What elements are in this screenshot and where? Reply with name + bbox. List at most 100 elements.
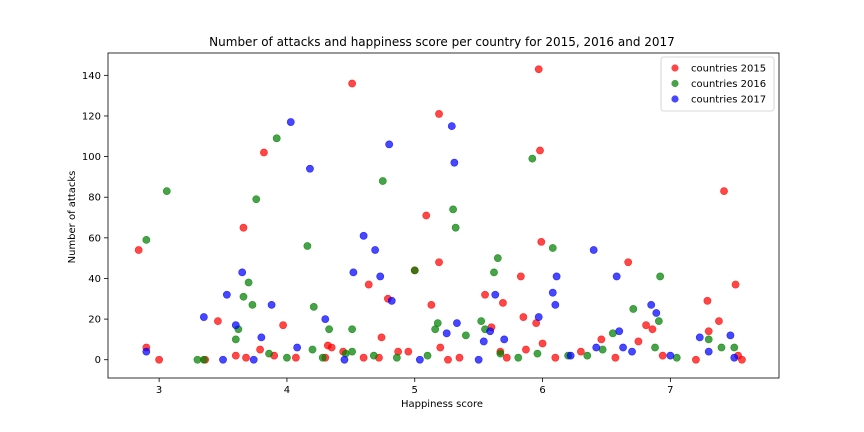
data-point-series-3 xyxy=(359,231,368,240)
plot-frame xyxy=(107,52,780,379)
data-point-series-2 xyxy=(583,351,592,360)
data-point-series-1 xyxy=(436,343,445,352)
y-tick-label: 0 xyxy=(95,355,101,366)
data-point-series-2 xyxy=(629,305,638,313)
data-point-series-1 xyxy=(731,280,740,289)
data-point-series-3 xyxy=(552,272,561,281)
data-point-series-1 xyxy=(522,345,530,354)
data-point-series-3 xyxy=(628,347,636,356)
data-point-series-3 xyxy=(257,333,266,342)
data-point-series-2 xyxy=(231,335,240,344)
data-point-series-2 xyxy=(423,351,432,360)
plot-area: 3 4 5 6 7 0 20 40 60 80 100 120 140 xyxy=(82,52,780,396)
data-point-series-1 xyxy=(519,313,528,321)
data-point-series-1 xyxy=(576,347,585,356)
data-point-series-2 xyxy=(272,134,281,143)
data-point-series-3 xyxy=(199,313,208,321)
data-point-series-3 xyxy=(652,309,661,317)
data-point-series-2 xyxy=(265,349,273,358)
data-point-series-1 xyxy=(703,296,712,305)
data-point-series-2 xyxy=(477,317,486,326)
y-tick-label: 60 xyxy=(88,233,101,244)
y-tick-label: 40 xyxy=(88,274,101,285)
data-point-series-3 xyxy=(730,353,739,362)
data-point-series-1 xyxy=(642,321,650,330)
data-point-series-3 xyxy=(612,272,621,281)
data-point-series-1 xyxy=(692,355,700,364)
data-point-series-3 xyxy=(231,321,240,330)
data-point-series-1 xyxy=(499,298,507,307)
y-tick-label: 120 xyxy=(82,111,101,122)
data-point-series-3 xyxy=(589,246,598,254)
x-tick-label: 4 xyxy=(284,385,290,396)
data-point-series-1 xyxy=(377,333,386,342)
y-tick-label: 140 xyxy=(82,71,101,82)
data-point-series-2 xyxy=(410,266,419,275)
data-point-series-1 xyxy=(239,223,248,232)
data-point-series-3 xyxy=(222,290,231,299)
data-point-series-3 xyxy=(474,355,483,364)
data-point-series-2 xyxy=(717,343,726,352)
data-point-series-2 xyxy=(533,349,542,358)
data-point-series-1 xyxy=(155,355,164,364)
data-point-series-3 xyxy=(615,327,624,336)
legend-marker-series-2 xyxy=(671,79,679,88)
data-point-series-3 xyxy=(450,158,459,167)
data-point-series-2 xyxy=(651,343,659,352)
y-tick-label: 100 xyxy=(82,152,101,163)
data-point-series-1 xyxy=(260,148,268,157)
data-point-series-3 xyxy=(415,355,424,364)
data-point-series-1 xyxy=(516,272,525,281)
data-point-series-3 xyxy=(376,272,385,281)
data-point-series-1 xyxy=(658,351,667,360)
data-point-series-1 xyxy=(715,317,723,326)
data-point-series-2 xyxy=(162,187,171,196)
x-tick-label: 7 xyxy=(667,385,673,396)
data-point-series-1 xyxy=(427,300,436,309)
data-point-series-3 xyxy=(453,319,461,328)
legend-box xyxy=(660,56,775,112)
data-point-series-3 xyxy=(479,337,488,346)
data-point-series-2 xyxy=(598,345,607,354)
data-point-series-2 xyxy=(433,319,442,328)
data-point-series-3 xyxy=(534,313,543,321)
data-point-series-2 xyxy=(283,353,291,362)
data-point-series-3 xyxy=(548,288,557,297)
data-point-series-1 xyxy=(348,79,357,88)
data-point-series-3 xyxy=(619,343,627,352)
data-point-series-2 xyxy=(348,347,357,356)
legend-entry-label: countries 2016 xyxy=(691,79,766,90)
data-point-series-3 xyxy=(267,300,276,309)
legend: countries 2015 countries 2016 countries 20… xyxy=(660,56,775,112)
legend-marker-series-3 xyxy=(671,95,679,103)
data-point-series-2 xyxy=(325,325,334,334)
data-point-series-1 xyxy=(231,351,240,360)
data-point-series-2 xyxy=(142,235,151,244)
data-point-series-3 xyxy=(340,355,349,364)
data-point-series-2 xyxy=(252,195,261,204)
data-point-series-2 xyxy=(318,353,327,362)
x-axis-label: Happiness score xyxy=(401,399,483,410)
data-point-series-1 xyxy=(435,258,443,267)
data-point-series-1 xyxy=(359,353,368,362)
data-point-series-1 xyxy=(704,327,713,336)
data-point-series-3 xyxy=(387,296,396,305)
data-point-series-3 xyxy=(726,331,735,340)
data-points xyxy=(134,65,746,364)
data-point-series-2 xyxy=(654,317,663,326)
data-point-series-1 xyxy=(538,339,547,348)
data-point-series-3 xyxy=(286,118,295,126)
legend-marker-series-1 xyxy=(671,64,679,72)
data-point-series-2 xyxy=(348,325,357,334)
data-point-series-2 xyxy=(248,300,257,309)
data-point-series-2 xyxy=(244,278,253,287)
data-point-series-1 xyxy=(551,353,560,362)
data-point-series-3 xyxy=(491,290,500,299)
data-point-series-3 xyxy=(249,355,258,364)
data-point-series-3 xyxy=(447,122,456,131)
data-point-series-1 xyxy=(720,187,728,196)
data-point-series-3 xyxy=(704,347,713,356)
data-point-series-2 xyxy=(490,268,498,277)
data-point-series-3 xyxy=(566,351,575,360)
data-point-series-2 xyxy=(496,349,505,358)
